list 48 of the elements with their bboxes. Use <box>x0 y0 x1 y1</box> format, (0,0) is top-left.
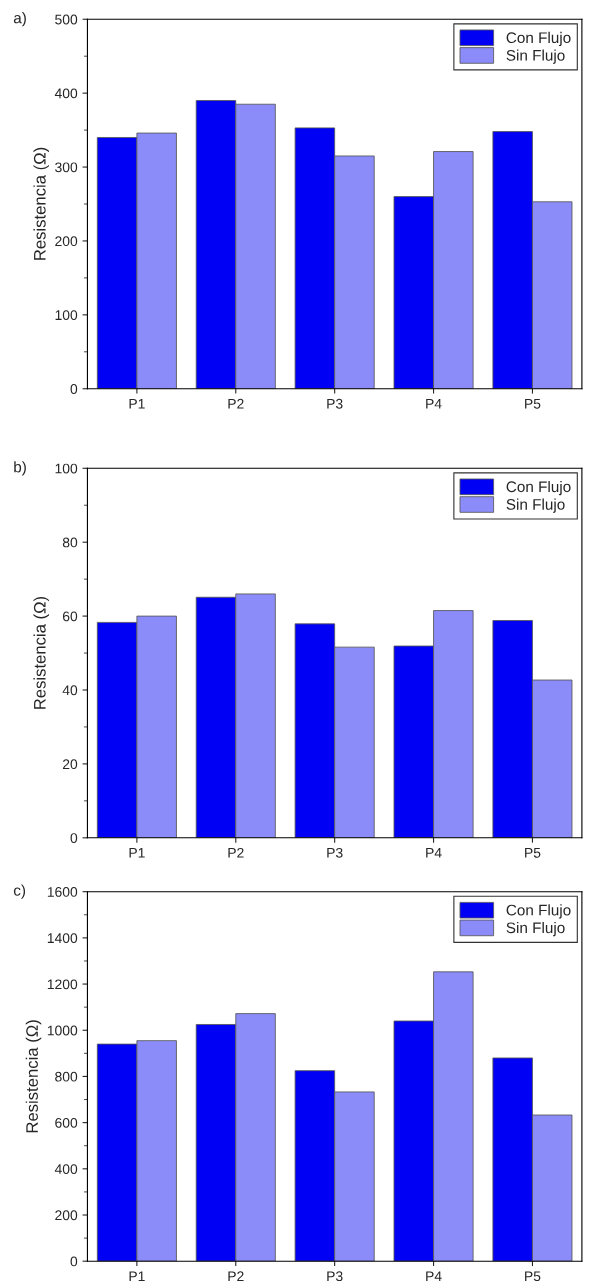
x-tick-label: P5 <box>525 1271 541 1282</box>
y-tick-label: 200 <box>55 236 78 247</box>
x-tick-label: P4 <box>426 848 442 858</box>
x-tick-label: P3 <box>327 1271 343 1282</box>
legend-label: Con Flujo <box>506 480 571 496</box>
y-tick-label: 1000 <box>47 1025 78 1036</box>
x-tick-label: P3 <box>327 398 343 409</box>
y-tick-label: 400 <box>54 1164 78 1174</box>
y-tick-label: 500 <box>55 14 78 25</box>
y-axis-title: Resistencia (Ω) <box>25 1020 42 1133</box>
y-tick-label: 40 <box>62 685 78 696</box>
y-tick-label: 1600 <box>47 887 78 897</box>
x-tick-label: P1 <box>129 398 145 409</box>
y-tick-label: 600 <box>55 1117 78 1128</box>
chart-title: c) <box>13 884 26 899</box>
x-tick-label: P3 <box>327 847 343 858</box>
y-tick-label: 60 <box>62 611 78 622</box>
y-tick-label: 100 <box>55 463 78 474</box>
legend-label: Sin Flujo <box>506 498 565 513</box>
y-tick-label: 80 <box>62 537 78 548</box>
x-tick-label: P5 <box>525 398 541 409</box>
y-axis-title: Resistencia (Ω) <box>33 147 49 260</box>
x-tick-label: P4 <box>426 1271 442 1281</box>
y-tick-label: 200 <box>55 1210 78 1221</box>
x-tick-label: P5 <box>525 848 541 858</box>
x-tick-label: P1 <box>129 848 145 858</box>
x-tick-label: P2 <box>228 847 244 858</box>
legend-label: Sin Flujo <box>506 921 565 937</box>
y-tick-label: 0 <box>70 1256 78 1267</box>
legend-label: Con Flujo <box>506 904 571 919</box>
y-tick-label: 300 <box>55 162 78 173</box>
x-tick-label: P2 <box>228 1271 244 1281</box>
chart-title: b) <box>14 461 26 476</box>
y-tick-label: 100 <box>55 310 78 321</box>
y-tick-label: 1200 <box>47 979 78 990</box>
y-tick-label: 0 <box>70 384 78 394</box>
x-tick-label: P2 <box>228 398 244 409</box>
x-tick-label: P4 <box>426 398 442 409</box>
y-tick-label: 1400 <box>47 933 78 944</box>
y-tick-label: 800 <box>55 1071 78 1082</box>
y-axis-title: Resistencia (Ω) <box>33 596 49 709</box>
legend-label: Sin Flujo <box>506 49 565 64</box>
y-tick-label: 0 <box>70 833 78 843</box>
legend-label: Con Flujo <box>506 31 571 47</box>
y-tick-label: 400 <box>54 88 78 99</box>
chart-title: a) <box>13 12 26 27</box>
y-tick-label: 20 <box>62 759 78 770</box>
x-tick-label: P1 <box>129 1271 145 1281</box>
